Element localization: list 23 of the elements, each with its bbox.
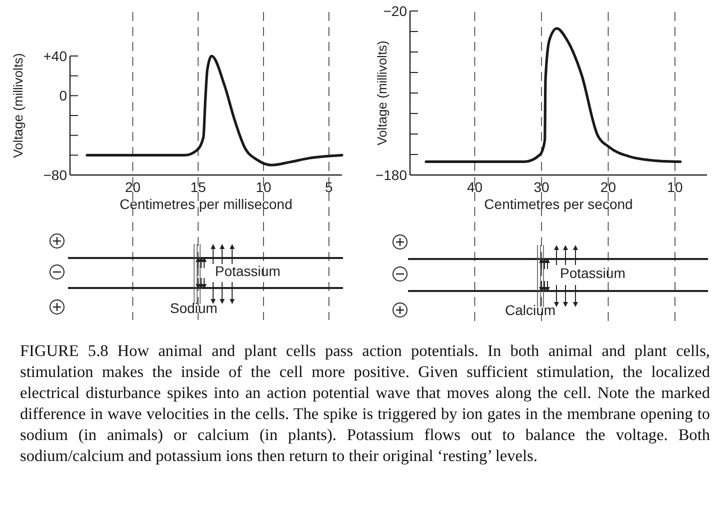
y-tick-label: −20 (383, 2, 408, 19)
x-tick-label: 10 (256, 179, 272, 195)
line-series (424, 27, 682, 163)
y-axis-title: Voltage (millivolts) (10, 53, 26, 158)
x-axis-title: Centimetres per millisecond (120, 196, 292, 212)
text: Calcium (505, 302, 556, 318)
x-tick-label: 20 (124, 179, 141, 195)
text: Potassium (560, 265, 626, 281)
x-tick-label: 5 (325, 179, 334, 195)
y-tick-label: −180 (375, 166, 408, 183)
caption: FIGURE 5.8 How animal and plant cells pass action potentials. In both animal and plant cells, stimulation makes the inside of the cell more positive. Given sufficient stimulation, the localized electrical disturbance spikes into an action potential wave that moves along the cell. Note the marked difference in wave velocities in the cells. The spike is triggered by ion gates in the membrane opening to sodium (in animals) or calcium (in plants). Potassium flows out to balance the voltage. Both sodium/calcium and potassium ions then return to their original ‘resting’ levels. (20, 340, 710, 466)
y-tick-label: −80 (43, 166, 68, 183)
x-tick-label: 10 (667, 179, 683, 195)
text: Sodium (170, 300, 218, 316)
x-tick-label: 20 (600, 179, 616, 195)
y-tick-label: +40 (43, 48, 68, 64)
y-axis-title: Voltage (millivolts) (374, 40, 390, 146)
line-series (86, 54, 344, 166)
x-tick-label: 15 (190, 179, 206, 195)
x-tick-label: 30 (534, 179, 550, 195)
y-tick-label: 0 (59, 88, 68, 104)
x-tick-label: 40 (466, 179, 483, 195)
x-axis-title: Centimetres per second (484, 196, 633, 212)
